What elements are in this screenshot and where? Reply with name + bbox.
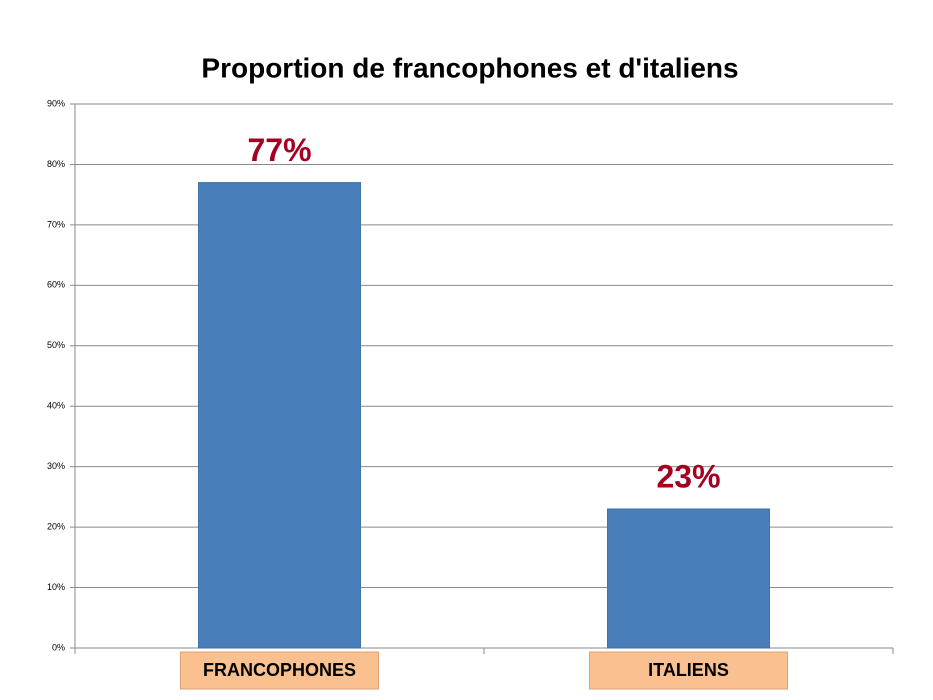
y-tick-label: 0% — [52, 642, 65, 652]
value-label: 77% — [247, 132, 311, 168]
y-tick-label: 40% — [47, 401, 65, 411]
value-label: 23% — [656, 458, 720, 494]
y-tick-label: 60% — [47, 280, 65, 290]
chart-title: Proportion de francophones et d'italiens — [201, 52, 738, 83]
y-tick-label: 50% — [47, 340, 65, 350]
bar — [607, 508, 770, 649]
x-tick-label: FRANCOPHONES — [203, 660, 356, 680]
bar — [198, 182, 361, 649]
category-box — [589, 651, 788, 690]
y-tick-label: 20% — [47, 521, 65, 531]
x-tick-label: ITALIENS — [648, 660, 729, 680]
y-tick-label: 90% — [47, 98, 65, 108]
y-tick-label: 70% — [47, 219, 65, 229]
y-tick-label: 30% — [47, 461, 65, 471]
y-tick-label: 80% — [47, 159, 65, 169]
category-box — [180, 651, 379, 690]
y-tick-label: 10% — [47, 582, 65, 592]
